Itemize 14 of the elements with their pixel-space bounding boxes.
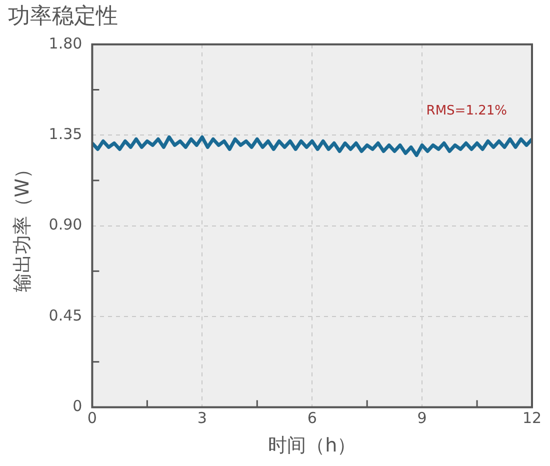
annotation: RMS=1.21% [426,103,507,118]
y-tick-label: 1.80 [48,34,82,52]
x-tick-label: 9 [417,409,427,428]
y-tick-label: 0.45 [48,306,82,324]
y-tick-label: 1.35 [48,124,82,143]
x-tick-label: 6 [307,409,317,428]
y-tick-label: 0.90 [48,216,82,234]
x-tick-label: 3 [197,409,207,428]
chart-title: 功率稳定性 [8,4,118,29]
x-axis-title: 时间（h） [268,434,356,457]
y-axis-title: 输出功率（W） [11,159,34,292]
x-tick-label: 0 [87,409,97,428]
x-tick-label: 12 [522,409,542,428]
y-tick-label: 0 [72,397,82,416]
